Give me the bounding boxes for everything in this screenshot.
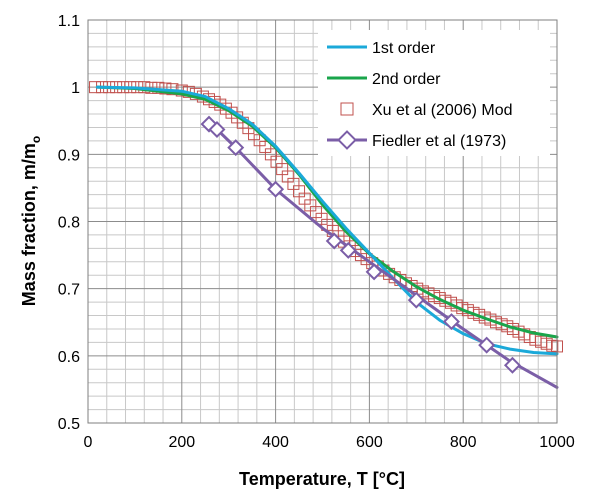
x-tick-label: 200 xyxy=(168,434,195,451)
plot-frame xyxy=(87,19,558,424)
y-tick-label: 1 xyxy=(71,80,80,97)
legend-label-xu: Xu et al (2006) Mod xyxy=(372,102,513,119)
x-tick-labels: 0 200 400 600 800 1000 xyxy=(84,434,575,451)
x-axis-title: Temperature, T [°C] xyxy=(239,469,405,489)
legend-box xyxy=(318,30,550,156)
y-axis-title: Mass fraction, m/mo xyxy=(19,136,43,306)
fiedler-data-point xyxy=(478,336,496,354)
legend-item-fiedler: Fiedler et al (1973) xyxy=(327,130,506,150)
fiedler-data-point xyxy=(325,232,343,250)
legend-item-2nd-order: 2nd order xyxy=(327,71,441,88)
y-tick-label: 0.8 xyxy=(58,215,80,232)
fiedler-data-point xyxy=(227,139,245,157)
legend-label-fiedler: Fiedler et al (1973) xyxy=(372,133,506,150)
xu-data-point xyxy=(546,339,559,352)
legend-item-1st-order: 1st order xyxy=(327,40,436,57)
x-tick-label: 1000 xyxy=(539,434,575,451)
y-axis-title-subscript: o xyxy=(29,136,43,143)
x-tick-label: 0 xyxy=(84,434,93,451)
y-tick-label: 0.6 xyxy=(58,349,80,366)
x-tick-label: 400 xyxy=(262,434,289,451)
legend-item-xu: Xu et al (2006) Mod xyxy=(340,102,513,119)
y-tick-labels: 0.5 0.6 0.7 0.8 0.9 1 1.1 xyxy=(58,13,80,433)
y-tick-label: 0.5 xyxy=(58,416,80,433)
y-axis-title-main: Mass fraction, m/m xyxy=(19,143,39,306)
fiedler-data-point xyxy=(503,356,521,374)
y-tick-label: 1.1 xyxy=(58,13,80,30)
fiedler-data-point xyxy=(407,291,425,309)
legend-marker-fiedler xyxy=(337,130,357,150)
legend: 1st order 2nd order Xu et al (2006) Mod … xyxy=(318,30,550,156)
fiedler-data-point xyxy=(267,180,285,198)
legend-swatch-xu xyxy=(340,102,354,116)
series-layer xyxy=(89,81,563,389)
fiedler-data-point xyxy=(339,241,357,259)
y-tick-label: 0.9 xyxy=(58,147,80,164)
legend-label-2nd-order: 2nd order xyxy=(372,71,441,88)
x-tick-label: 600 xyxy=(356,434,383,451)
series-2nd-order-line xyxy=(95,85,559,339)
fiedler-data-point xyxy=(208,120,226,138)
fiedler-data-point xyxy=(442,313,460,331)
y-tick-label: 0.7 xyxy=(58,282,80,299)
fiedler-data-point xyxy=(365,263,383,281)
x-tick-label: 800 xyxy=(450,434,477,451)
legend-label-1st-order: 1st order xyxy=(372,40,436,57)
